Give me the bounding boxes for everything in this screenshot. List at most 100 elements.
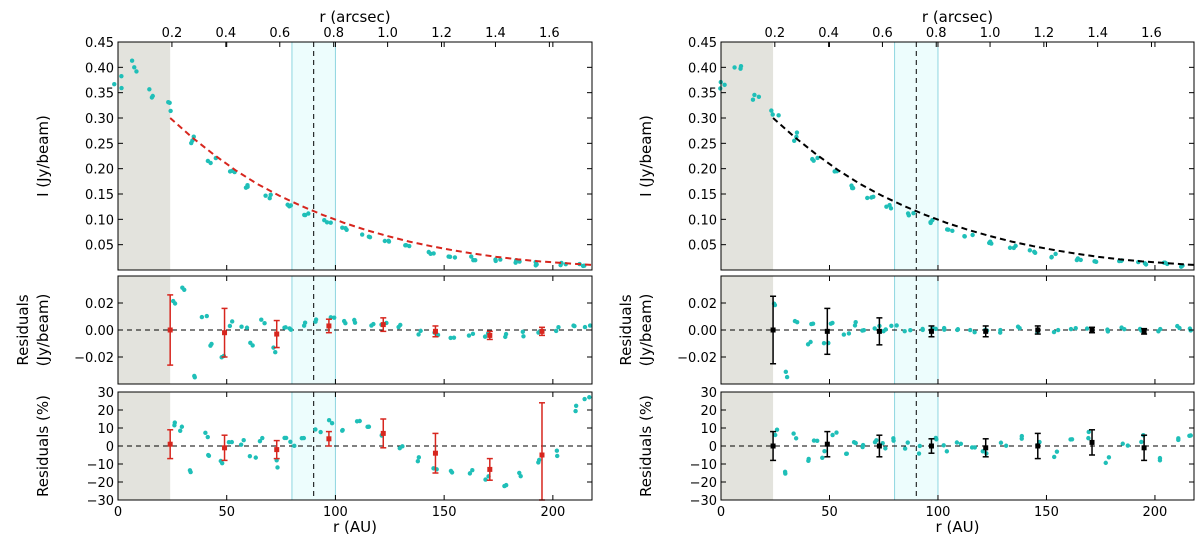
x-tick-label: 50: [218, 505, 235, 520]
residual-point: [783, 369, 789, 375]
residual-point: [553, 328, 559, 334]
data-point: [911, 211, 916, 216]
data-point: [403, 243, 408, 248]
residual-pct-point: [851, 440, 857, 445]
binned-point: [222, 330, 228, 336]
residual-pct-point: [178, 428, 183, 433]
residual-pct-point: [1125, 443, 1131, 448]
residual-point: [313, 317, 319, 322]
residual-point: [1122, 326, 1127, 332]
y-tick-label: 0.00: [85, 324, 114, 339]
residuals-percent-panel: −30 −20 −10 0 10 20 30 0 50 100 150 200 Residuals (%…: [34, 386, 593, 536]
left-figure-column: 0.050.100.150.200.250.300.350.400.450.2 0…: [14, 8, 593, 536]
residual-pct-point: [811, 438, 817, 443]
residual-point: [271, 345, 276, 350]
data-point: [794, 134, 799, 140]
residual-point: [872, 326, 877, 331]
residual-pct-point: [1187, 433, 1192, 439]
residual-pct-point: [791, 431, 796, 436]
residuals-jybeam-panel: −0.02 0.00 0.02 Residuals (Jy/beam): [617, 275, 1195, 385]
residual-point: [273, 350, 278, 355]
residual-point: [418, 328, 423, 334]
data-point: [132, 65, 137, 70]
binned-point: [770, 443, 776, 449]
data-point: [129, 58, 135, 63]
residual-point: [244, 325, 250, 330]
data-point: [344, 227, 349, 232]
residual-point: [287, 326, 292, 331]
binned-point: [824, 328, 830, 334]
data-point: [382, 238, 388, 244]
data-point: [722, 82, 727, 88]
binned-point: [167, 327, 173, 333]
residual-pct-point: [902, 446, 908, 451]
data-point: [119, 73, 124, 79]
residual-pct-point: [431, 466, 436, 471]
residual-pct-point: [1019, 433, 1025, 439]
data-point: [513, 260, 518, 265]
data-point: [871, 194, 876, 200]
binned-point: [222, 445, 228, 451]
binned-point: [326, 436, 332, 442]
residual-point: [341, 318, 347, 324]
residual-pct-point: [292, 443, 297, 449]
residual-pct-point: [815, 438, 820, 443]
residual-point: [229, 319, 235, 324]
x-tick-label: 50: [821, 505, 838, 520]
residual-pct-point: [844, 451, 849, 456]
residual-point: [1017, 326, 1022, 331]
residual-point: [192, 375, 197, 380]
y-tick-label: 0.00: [688, 324, 717, 339]
binned-point: [928, 443, 934, 449]
data-point: [493, 257, 498, 262]
residual-pct-point: [518, 473, 523, 479]
arcsec-tick-label: 1.4: [1087, 26, 1108, 41]
data-point: [150, 93, 155, 99]
arcsec-tick-label: 1.2: [1034, 26, 1055, 41]
y-tick-label: 0.20: [85, 163, 114, 178]
binned-point: [1035, 327, 1041, 333]
residual-point: [968, 327, 973, 333]
residual-pct-point: [288, 439, 293, 444]
data-point: [263, 193, 268, 198]
data-point: [970, 232, 975, 238]
residual-point: [521, 334, 526, 339]
y-tick-label: 0.25: [688, 137, 717, 152]
residual-point: [881, 329, 886, 334]
residual-pct-point: [830, 432, 835, 438]
residual-pct-point: [587, 395, 592, 400]
data-point: [1075, 256, 1081, 261]
y-tick-label: 0.10: [688, 213, 717, 228]
arcsec-tick-label: 1.4: [485, 26, 506, 41]
y-tick-label: 0.02: [688, 297, 717, 312]
y-tick-label: 0.15: [688, 188, 717, 203]
binned-point: [539, 452, 545, 458]
residual-point: [933, 326, 938, 332]
residual-pct-point: [820, 455, 825, 460]
residual-pct-point: [1051, 454, 1057, 460]
residual-pct-point: [241, 437, 246, 443]
binned-point: [380, 322, 386, 328]
data-point: [1053, 251, 1058, 257]
y-tick-label: 0.35: [688, 87, 717, 102]
residual-point: [520, 329, 526, 335]
y-tick-label: −0.02: [677, 351, 717, 366]
y-tick-label: −0.02: [74, 351, 114, 366]
y-axis-label-units: (Jy/beam): [637, 294, 655, 367]
residual-pct-point: [416, 455, 422, 460]
data-point: [1032, 249, 1037, 255]
inner-shaded-region: [721, 42, 774, 270]
data-point: [134, 69, 139, 74]
residual-point: [239, 324, 244, 329]
y-tick-label: −20: [87, 476, 114, 491]
data-point: [865, 195, 870, 201]
y-tick-label: 0.40: [688, 61, 717, 76]
binned-point: [1089, 439, 1095, 445]
residual-point: [470, 331, 476, 337]
residual-pct-point: [1054, 449, 1060, 454]
residual-point: [182, 287, 187, 292]
residual-pct-point: [318, 429, 323, 435]
residual-pct-point: [179, 424, 185, 429]
x-tick-label: 100: [323, 505, 348, 520]
inner-shaded-region: [721, 392, 774, 500]
